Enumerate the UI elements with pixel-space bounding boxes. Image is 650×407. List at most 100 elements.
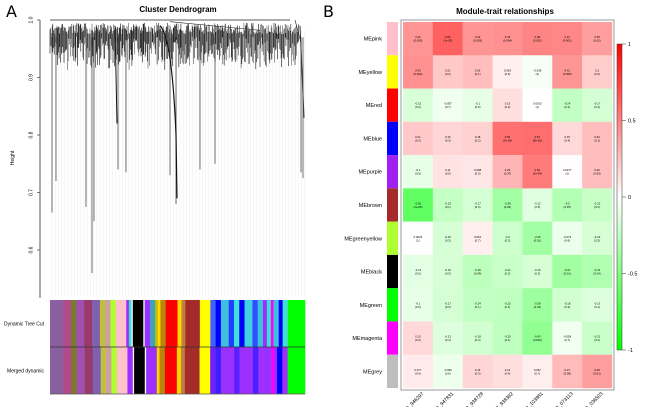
color-segment xyxy=(128,300,132,347)
y-tick-label: 0.7 xyxy=(28,189,34,196)
heatmap-cell xyxy=(582,155,613,189)
heatmap-cell xyxy=(552,155,583,189)
cell-pvalue: (0.1) xyxy=(505,338,511,342)
heatmap-cell xyxy=(432,22,463,56)
color-segment xyxy=(228,300,235,347)
cell-value: 0.11 xyxy=(445,168,451,172)
color-segment xyxy=(71,347,78,394)
cell-pvalue: (0.02) xyxy=(593,39,600,43)
heatmap-frame xyxy=(400,19,615,391)
cell-pvalue: (0.09) xyxy=(474,272,481,276)
heatmap-cell xyxy=(582,22,613,56)
cell-pvalue: (0.2) xyxy=(475,138,481,142)
heatmap-cell xyxy=(403,354,434,389)
color-segment xyxy=(270,300,274,347)
row-label: MEred xyxy=(366,103,382,109)
cell-pvalue: (0.5) xyxy=(415,305,421,309)
merge-line xyxy=(169,21,261,31)
color-segment xyxy=(276,347,283,394)
color-bar-label: Merged dynamic xyxy=(7,369,44,375)
cell-value: 0.43 xyxy=(415,68,421,72)
heatmap-cell xyxy=(582,354,613,389)
color-segment xyxy=(244,300,253,347)
cell-value: 0.42 xyxy=(415,35,421,39)
cell-value: 0.063 xyxy=(504,68,511,72)
color-segment xyxy=(215,300,222,347)
cell-value: -0.12 xyxy=(534,202,541,206)
cell-value: -0.38 xyxy=(534,301,541,305)
cell-pvalue: (0.5) xyxy=(415,172,421,176)
row-color-swatch xyxy=(387,88,398,122)
color-segment xyxy=(159,347,166,394)
cell-value: 0.098 xyxy=(474,168,481,172)
color-segment xyxy=(132,347,135,394)
color-segment xyxy=(146,347,158,394)
heatmap-cell xyxy=(522,121,553,156)
color-segment xyxy=(215,347,222,394)
cell-pvalue: (0.2) xyxy=(594,72,600,76)
color-segment xyxy=(199,300,211,347)
y-tick-label: 1.0 xyxy=(28,16,34,23)
heatmap-cell xyxy=(462,354,493,389)
color-segment xyxy=(76,347,86,394)
color-segment xyxy=(71,300,77,347)
cell-pvalue: (0.3) xyxy=(534,272,540,276)
color-segment xyxy=(239,347,254,394)
heatmap-cell xyxy=(582,88,613,123)
cell-value: 0.2 xyxy=(595,68,599,72)
cell-pvalue: (1) xyxy=(536,105,539,109)
cell-pvalue: (0.004) xyxy=(503,39,512,43)
cell-value: -0.23 xyxy=(445,202,452,206)
cell-pvalue: (0.01) xyxy=(534,305,541,309)
heatmap-cell xyxy=(403,254,434,289)
cell-pvalue: (0.002) xyxy=(533,39,542,43)
row-color-swatch xyxy=(387,121,398,156)
cell-pvalue: (0.3) xyxy=(415,105,421,109)
y-tick-label: 0.6 xyxy=(28,246,34,253)
color-segment xyxy=(258,347,272,394)
cell-value: -0.36 xyxy=(534,235,541,239)
color-segment xyxy=(84,300,93,347)
y-tick-label: 0.8 xyxy=(28,131,34,138)
row-label: MEmagenta xyxy=(352,336,383,342)
color-segment xyxy=(234,347,240,394)
cell-value: 0.26 xyxy=(594,135,600,139)
cell-value: -0.069 xyxy=(444,368,452,372)
row-label: MEgreen xyxy=(360,303,382,309)
heatmap-cell xyxy=(522,22,553,56)
heatmap-cell xyxy=(432,55,463,89)
color-segment xyxy=(50,347,64,394)
column-label: XR_938728 xyxy=(462,391,485,407)
cell-value: -0.15 xyxy=(415,102,422,106)
heatmap-cell xyxy=(462,88,493,123)
row-color-swatch xyxy=(387,155,398,189)
cell-value: -0.17 xyxy=(445,301,452,305)
color-segment xyxy=(132,300,144,347)
color-segment xyxy=(210,300,216,347)
cell-pvalue: (0.3) xyxy=(445,272,451,276)
heatmap-cell xyxy=(492,88,523,123)
cell-value: 0.29 xyxy=(505,168,511,172)
cell-pvalue: (0.004) xyxy=(413,72,422,76)
cell-value: 0.56 xyxy=(505,135,511,139)
color-segment xyxy=(50,300,64,347)
heatmap-cell xyxy=(462,155,493,189)
color-segment xyxy=(63,300,72,347)
cell-value: 0.061 xyxy=(474,235,481,239)
color-segment xyxy=(143,300,145,347)
color-segment xyxy=(110,300,117,347)
cell-value: -0.37 xyxy=(564,268,571,272)
scale-tick-label: 0.5 xyxy=(628,119,636,125)
heatmap-cell xyxy=(403,188,434,222)
heatmap-cell xyxy=(492,55,523,89)
cell-value: 0.13 xyxy=(505,368,511,372)
color-segment xyxy=(210,347,216,394)
heatmap-cell xyxy=(492,254,523,289)
heatmap-cell xyxy=(432,221,463,256)
cell-pvalue: (0.4) xyxy=(505,371,511,375)
cell-value: -0.1 xyxy=(416,168,421,172)
cell-pvalue: (0.6) xyxy=(564,238,570,242)
cell-pvalue: (0.2) xyxy=(594,338,600,342)
cell-value: 0.27 xyxy=(564,368,570,372)
cell-pvalue: (0.05) xyxy=(564,205,571,209)
